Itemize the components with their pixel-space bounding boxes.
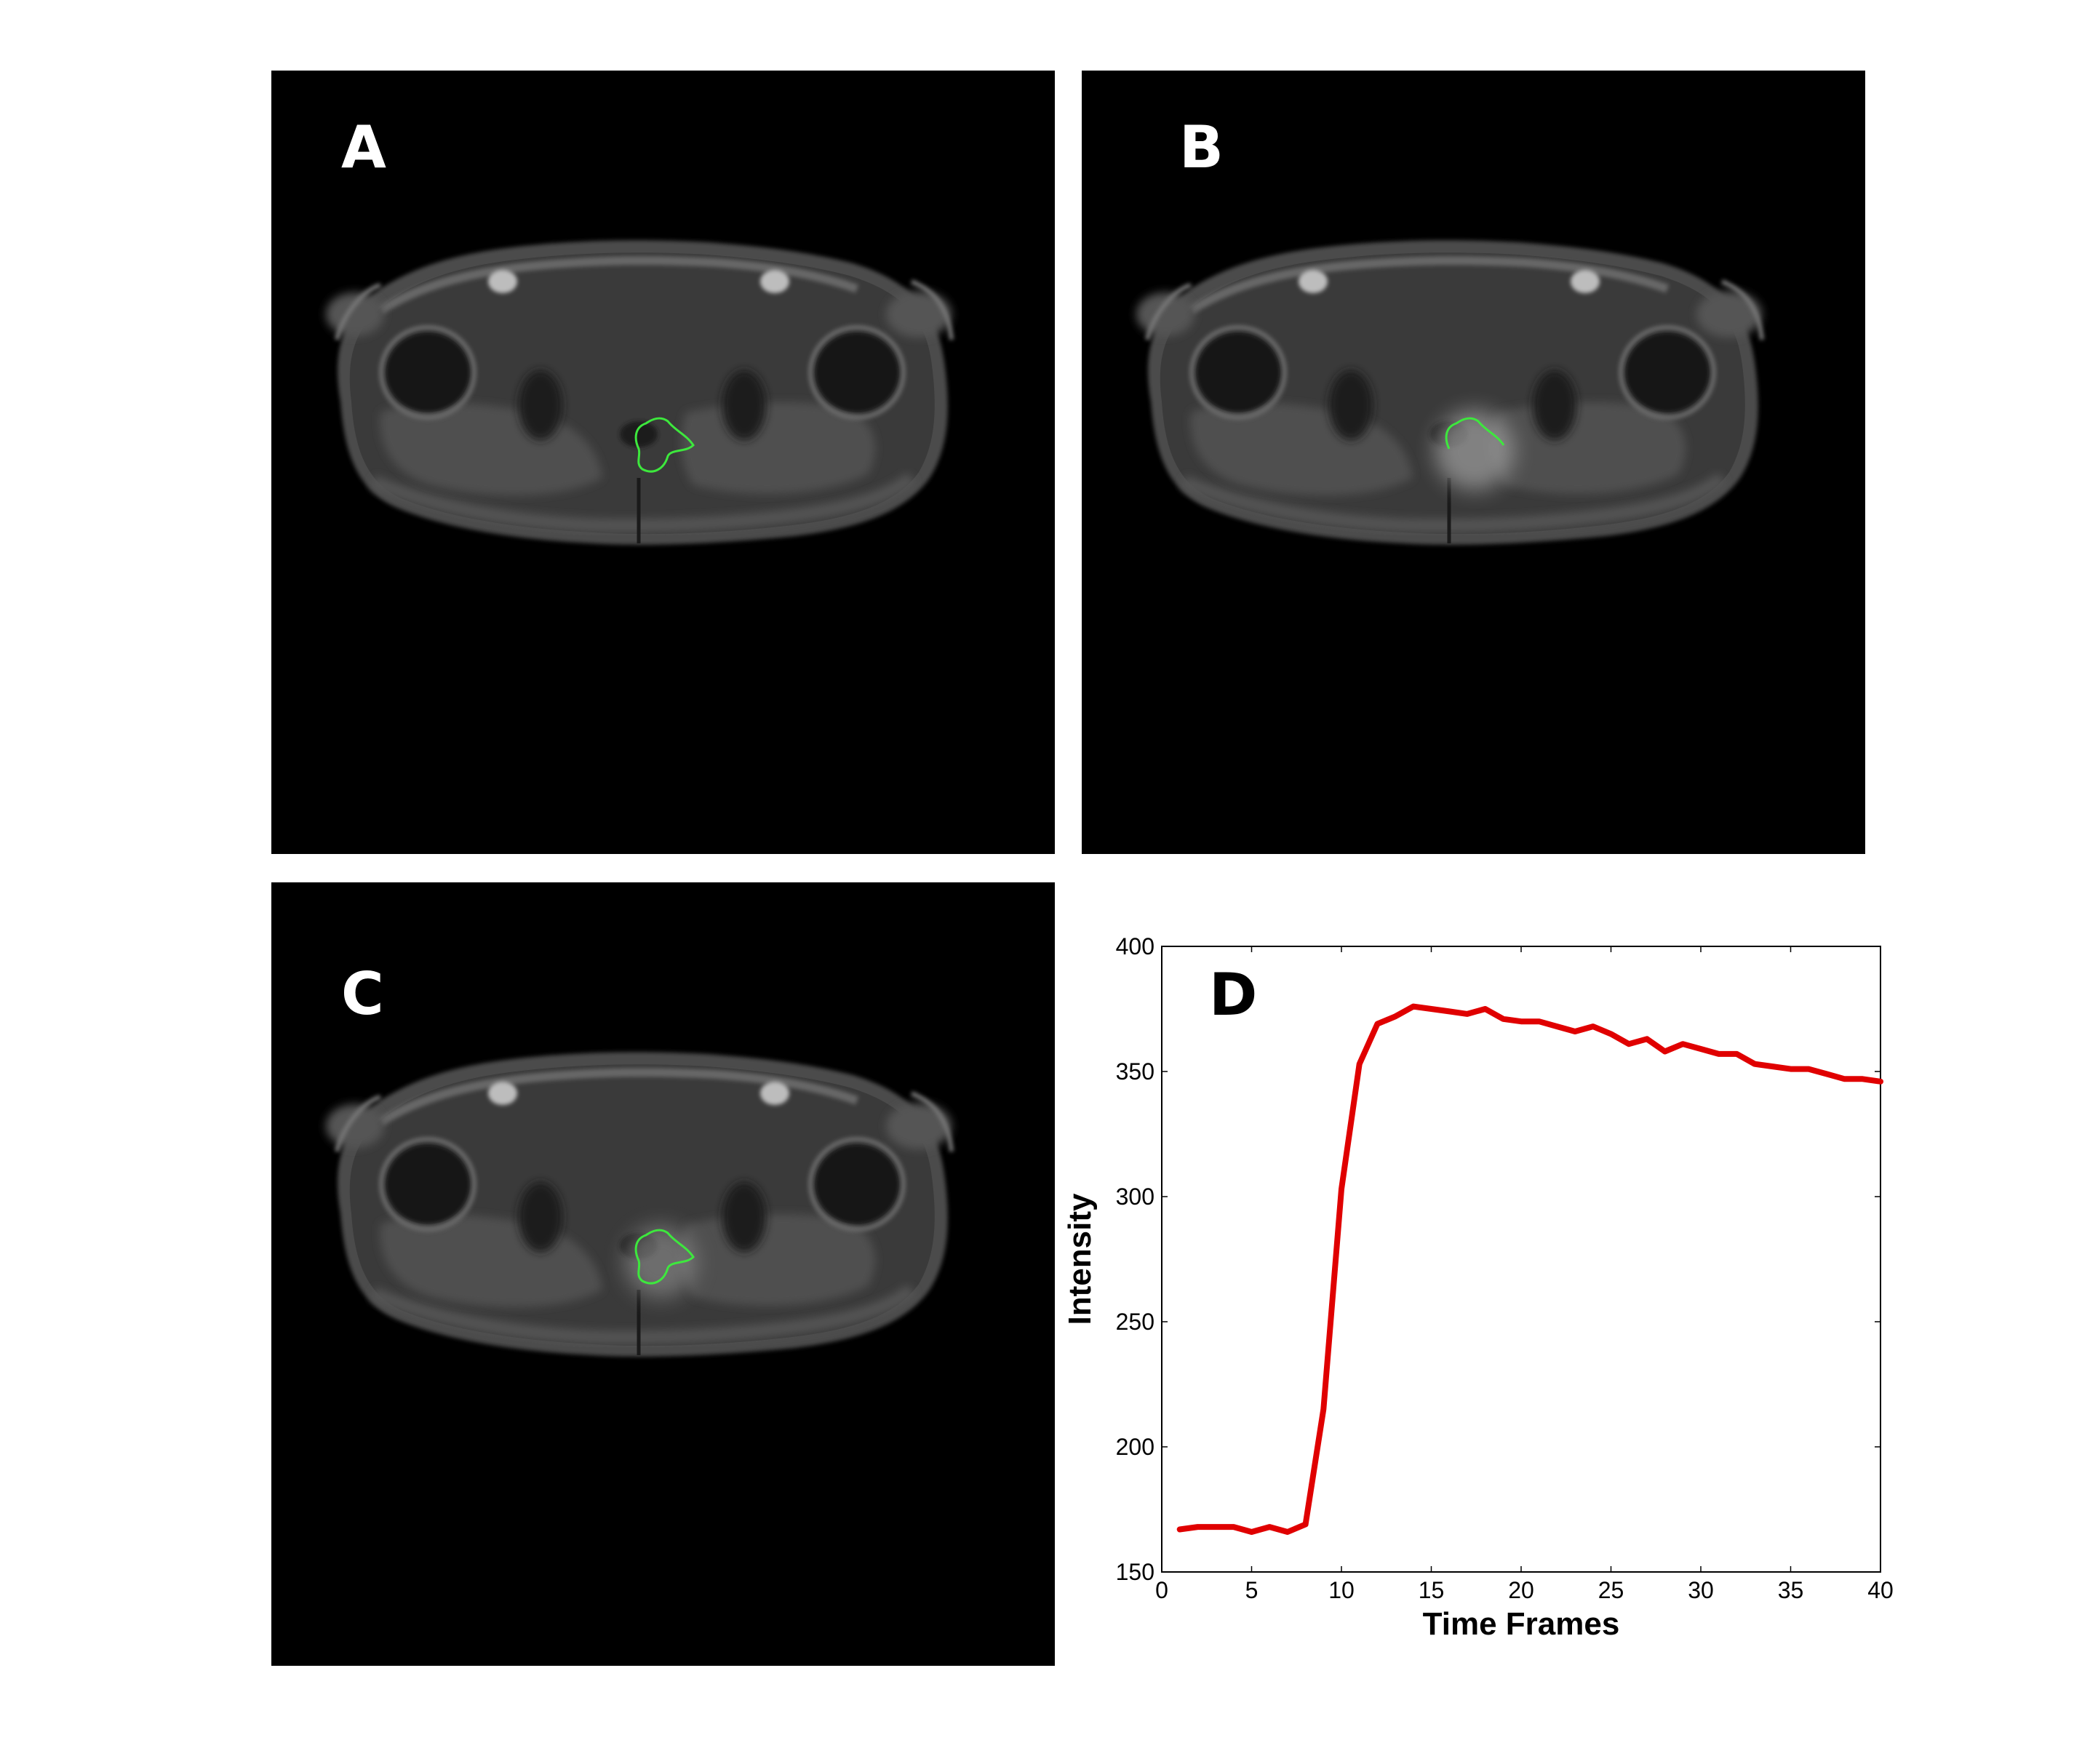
y-tick-label: 150	[1116, 1559, 1154, 1585]
x-tick-label: 0	[1155, 1577, 1168, 1603]
x-tick-label: 20	[1508, 1577, 1534, 1603]
mri-panel-b: B	[1082, 71, 1865, 854]
x-tick-label: 35	[1778, 1577, 1804, 1603]
tumor-contour-a	[634, 417, 695, 473]
x-tick-label: 30	[1688, 1577, 1714, 1603]
x-tick-label: 10	[1328, 1577, 1355, 1603]
tumor-contour-b	[1445, 417, 1505, 450]
intensity-series-line	[1176, 1003, 1883, 1535]
mri-image-c	[271, 882, 1055, 1666]
x-tick-label: 15	[1419, 1577, 1445, 1603]
panel-label-d: D	[1209, 961, 1258, 1029]
tumor-contour-c	[634, 1229, 695, 1285]
y-tick-label: 350	[1116, 1058, 1154, 1085]
x-tick-label: 25	[1598, 1577, 1624, 1603]
x-tick-label: 5	[1245, 1577, 1259, 1603]
mri-image-a	[271, 71, 1055, 854]
mri-image-b	[1082, 71, 1865, 854]
mri-panel-c: C	[271, 882, 1055, 1666]
y-tick-label: 400	[1116, 933, 1154, 959]
plot-frame	[1161, 946, 1881, 1573]
y-tick-label: 300	[1116, 1184, 1154, 1210]
intensity-chart: 0 5 10 15 20 25 30 35 40 150 200 250 300 350 400 Time F…	[1062, 933, 1894, 1642]
intensity-chart-panel: 0 5 10 15 20 25 30 35 40 150 200 250 300 350 400 Time F…	[1048, 909, 1921, 1673]
y-tick-label: 200	[1116, 1434, 1154, 1460]
x-axis-label: Time Frames	[1423, 1606, 1620, 1642]
y-tick-label: 250	[1116, 1309, 1154, 1335]
panel-label-c: C	[341, 960, 384, 1028]
panel-label-a: A	[341, 113, 386, 181]
y-axis-label: Intensity	[1062, 1193, 1098, 1325]
mri-panel-a: A	[271, 71, 1055, 854]
x-tick-label: 40	[1867, 1577, 1894, 1603]
panel-label-b: B	[1179, 113, 1224, 181]
